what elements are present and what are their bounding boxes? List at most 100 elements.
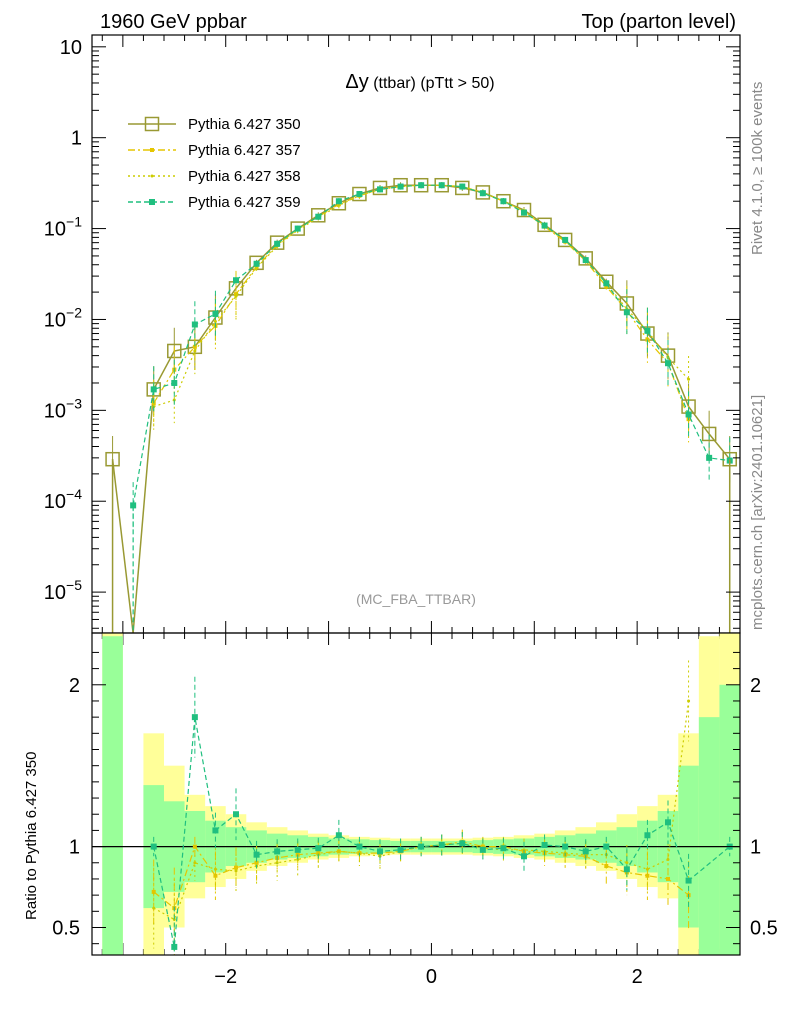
series-2	[151, 182, 691, 443]
ratio-point	[665, 819, 671, 826]
data-point	[479, 190, 486, 197]
y-tick-label: 10−3	[44, 395, 82, 422]
ratio-series-3	[152, 660, 691, 955]
legend-marker	[144, 116, 160, 132]
data-point	[521, 209, 527, 216]
data-point	[685, 411, 692, 418]
data-point	[557, 232, 573, 248]
data-point	[397, 183, 404, 190]
data-point	[418, 182, 425, 189]
ratio-point	[171, 943, 178, 950]
data-point	[253, 260, 260, 267]
ratio-point	[666, 858, 670, 862]
ratio-point	[687, 699, 691, 703]
ratio-point	[645, 873, 650, 878]
x-tick-label: 0	[426, 966, 437, 988]
plot-title: Δy (ttbar) (pTtt > 50)	[345, 71, 494, 93]
legend-marker	[150, 174, 154, 178]
ratio-point	[625, 861, 629, 865]
series-line	[153, 184, 690, 420]
ratio-point	[644, 832, 651, 839]
data-point	[706, 454, 713, 461]
x-tick-label: −2	[214, 966, 237, 988]
ratio-point	[541, 841, 548, 848]
data-point	[377, 186, 383, 193]
data-point	[438, 182, 445, 189]
data-point	[459, 183, 466, 190]
data-point	[562, 236, 569, 243]
ratio-line	[153, 716, 731, 948]
ratio-point	[296, 858, 300, 862]
ratio-y-tick-label: 0.5	[52, 917, 80, 939]
header-right: Top (parton level)	[581, 11, 736, 33]
data-point	[150, 386, 157, 393]
data-point	[604, 284, 609, 289]
ratio-frame	[91, 632, 741, 956]
data-point	[233, 277, 239, 284]
legend-entry: Pythia 6.427 359	[128, 194, 301, 211]
y-tick-label: 1	[71, 128, 82, 150]
series-3	[152, 182, 691, 430]
ratio-y-label: Ratio to Pythia 6.427 350	[23, 752, 40, 920]
data-point	[311, 208, 326, 223]
ratio-y-tick-label: 1	[69, 837, 80, 859]
ratio-point	[315, 845, 322, 852]
mcplots-label: mcplots.cern.ch [arXiv:2401.10621]	[749, 395, 766, 630]
ratio-line	[153, 700, 690, 921]
ratio-point	[151, 889, 156, 894]
data-point	[294, 225, 301, 232]
legend-label: Pythia 6.427 358	[188, 168, 301, 185]
ratio-point	[213, 873, 218, 878]
band-green	[698, 717, 720, 955]
data-point	[537, 217, 552, 233]
band-green	[102, 636, 123, 955]
ratio-y-tick-label: 2	[69, 675, 80, 697]
ratio-point	[521, 853, 527, 860]
legend-label: Pythia 6.427 350	[188, 116, 301, 133]
legend-label: Pythia 6.427 357	[188, 142, 301, 159]
series-1	[105, 177, 737, 634]
y-tick-label: 10−2	[44, 304, 82, 331]
series-line	[111, 184, 731, 634]
data-point	[603, 280, 610, 287]
ratio-point	[213, 867, 217, 871]
data-point	[255, 266, 259, 270]
data-point	[687, 377, 691, 381]
ratio-point	[152, 906, 156, 910]
ratio-point	[623, 866, 630, 873]
y-tick-label: 10−5	[44, 577, 82, 604]
data-point	[356, 191, 363, 198]
data-point	[192, 344, 197, 349]
ratio-point	[397, 846, 404, 853]
data-point	[500, 198, 507, 205]
data-point	[315, 213, 322, 220]
data-point	[516, 202, 532, 218]
data-point	[578, 251, 593, 266]
legend-marker	[149, 199, 155, 205]
data-point	[393, 177, 408, 193]
data-point	[193, 349, 197, 353]
y-tick-label: 10−1	[44, 214, 82, 241]
data-point	[644, 327, 651, 334]
ratio-point	[603, 843, 610, 850]
data-point	[234, 294, 238, 298]
ratio-point	[274, 848, 281, 855]
y-tick-label: 10−4	[44, 486, 82, 513]
data-point	[496, 193, 511, 209]
series-line	[153, 184, 690, 408]
ratio-y-tick-label-right: 2	[750, 675, 761, 697]
ratio-point	[418, 843, 425, 850]
main-panel: 10 1 10−1 10−2 10−3 10−4 10−5 Δy (ttbar) (pTtt…	[44, 34, 741, 955]
ratio-point	[645, 867, 649, 871]
ratio-point	[275, 861, 279, 865]
ratio-y-tick-label-right: 0.5	[750, 917, 778, 939]
ratio-point	[500, 845, 507, 852]
data-point	[541, 222, 548, 229]
data-point	[665, 360, 671, 367]
rivet-label: Rivet 4.1.0, ≥ 100k events	[749, 82, 766, 255]
ratio-point	[479, 846, 486, 853]
header-left: 1960 GeV ppbar	[100, 11, 247, 33]
legend-marker	[150, 148, 154, 152]
ratio-point	[150, 843, 157, 850]
